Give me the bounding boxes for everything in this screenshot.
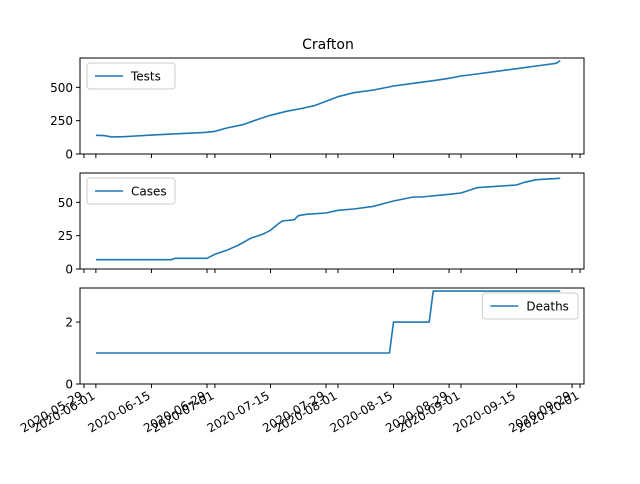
y-tick-label: 50: [58, 196, 73, 210]
y-tick-label: 25: [58, 229, 73, 243]
x-tick-label: 2020-08-15: [328, 388, 395, 435]
y-tick-label: 0: [65, 263, 73, 277]
subplot-tests: 0 250 500 Tests: [50, 57, 585, 162]
axes-frame: [79, 57, 585, 155]
y-tick-label: 0: [65, 148, 73, 162]
legend: Cases: [86, 177, 176, 205]
legend-label: Cases: [131, 185, 167, 199]
y-tick-label: 500: [50, 81, 73, 95]
legend-box: [481, 292, 579, 320]
subplot-cases: 0 25 50 Cases: [58, 172, 585, 277]
series-line-tests: [95, 60, 561, 138]
y-tick-label: 2: [65, 316, 73, 330]
legend: Tests: [86, 62, 176, 90]
chart-panels: 0 250 500 Tests 0 25 50 Cases 0 2 Deaths: [50, 57, 585, 392]
legend-label: Deaths: [526, 300, 569, 314]
legend-box: [86, 62, 176, 90]
subplot-deaths: 0 2 Deaths: [65, 287, 585, 392]
legend-label: Tests: [130, 70, 161, 84]
chart-title: Crafton: [302, 37, 354, 53]
x-axis: 2020-05-292020-06-012020-06-152020-06-29…: [18, 388, 581, 435]
series-line-deaths: [95, 290, 561, 354]
x-tick-label: 2020-06-15: [86, 388, 153, 435]
legend: Deaths: [481, 292, 579, 320]
legend-box: [86, 177, 176, 205]
x-tick-label: 2020-09-15: [451, 388, 518, 435]
x-tick-label: 2020-07-15: [205, 388, 272, 435]
y-tick-label: 250: [50, 114, 73, 128]
axes-frame: [79, 172, 585, 270]
series-line-cases: [95, 177, 561, 261]
y-tick-label: 0: [65, 378, 73, 392]
axes-frame: [79, 287, 585, 385]
